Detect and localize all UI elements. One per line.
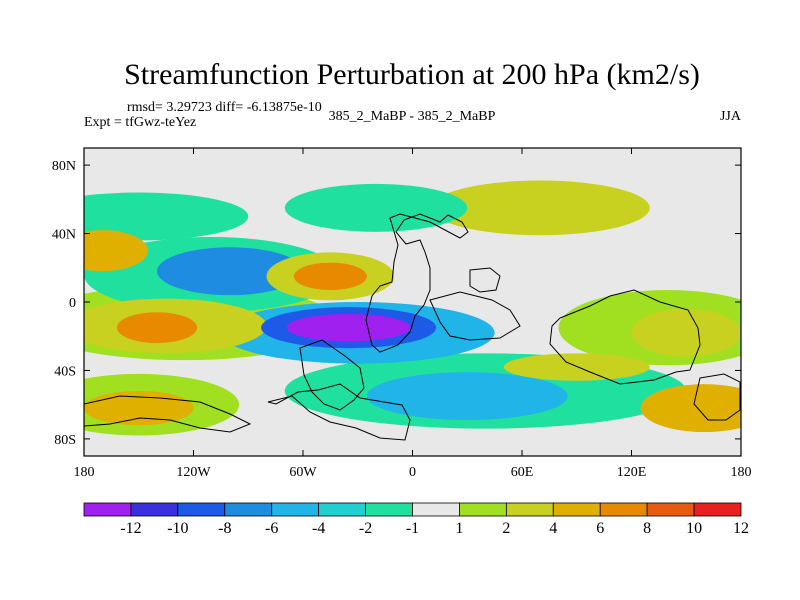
colorbar-label-0: -12 <box>120 520 141 537</box>
contour-blob-18 <box>84 230 148 272</box>
axes: 180 120W 60W 0 60E 120E 180 80N 40N 0 40S 80S <box>52 148 752 480</box>
contour-blob-9 <box>366 372 568 421</box>
colorbar-swatch-8 <box>459 502 507 517</box>
x-tick-label-0: 180 <box>74 465 95 480</box>
contour-blob-19 <box>286 313 411 342</box>
contour-blob-8 <box>84 192 249 241</box>
colorbar-swatch-10 <box>552 502 601 517</box>
contour-blob-12 <box>157 247 303 296</box>
contour-blob-10 <box>284 183 468 232</box>
colorbar-swatch-3 <box>224 502 273 517</box>
colorbar-swatch-4 <box>271 502 320 517</box>
colorbar-label-7: 1 <box>455 520 463 537</box>
colorbar-label-13: 12 <box>733 520 749 537</box>
colorbar-label-2: -8 <box>218 520 231 537</box>
colorbar-label-4: -4 <box>312 520 325 537</box>
colorbar-swatch-9 <box>505 502 554 517</box>
contour-blob-15 <box>631 308 741 357</box>
colorbar-label-9: 4 <box>549 520 557 537</box>
colorbar-label-3: -6 <box>265 520 278 537</box>
contour-blob-20 <box>116 312 198 344</box>
colorbar-label-10: 6 <box>596 520 604 537</box>
colorbar-label-8: 2 <box>502 520 510 537</box>
season-label: JJA <box>720 109 742 124</box>
colorbar-label-12: 10 <box>686 520 702 537</box>
contour-blob-14 <box>640 384 741 433</box>
x-tick-label-4: 60E <box>511 465 534 480</box>
contour-blob-16 <box>503 353 650 381</box>
contour-blob-21 <box>293 262 367 291</box>
contour-blob-17 <box>84 390 194 426</box>
colorbar-swatch-6 <box>365 502 413 517</box>
colorbar-swatch-2 <box>177 502 226 517</box>
x-tick-label-3: 0 <box>409 465 416 480</box>
y-tick-label-0: 80N <box>52 159 76 174</box>
y-tick-label-4: 80S <box>54 433 76 448</box>
case-label: 385_2_MaBP - 385_2_MaBP <box>329 109 496 124</box>
y-tick-label-3: 40S <box>54 364 76 379</box>
contour-field <box>84 180 741 436</box>
experiment-label: Expt = tfGwz-teYez <box>84 115 196 130</box>
colorbar-label-6: -1 <box>406 520 419 537</box>
chart-title: Streamfunction Perturbation at 200 hPa (… <box>124 58 700 91</box>
colorbar-label-5: -2 <box>359 520 372 537</box>
colorbar-swatch-1 <box>130 502 179 517</box>
colorbar-swatch-11 <box>599 502 648 517</box>
colorbar-label-11: 8 <box>643 520 651 537</box>
colorbar-swatch-12 <box>646 502 695 517</box>
colorbar-swatch-13 <box>693 502 742 517</box>
stats-text: rmsd= 3.29723 diff= -6.13875e-10 <box>127 100 322 115</box>
coastlines <box>84 213 741 441</box>
colorbar-swatch-5 <box>318 502 366 517</box>
colorbar-swatch-7 <box>412 502 460 517</box>
colorbar-label-1: -10 <box>167 520 188 537</box>
y-tick-label-2: 0 <box>69 296 76 311</box>
y-tick-label-1: 40N <box>52 228 76 243</box>
x-tick-label-5: 120E <box>617 465 647 480</box>
x-tick-label-2: 60W <box>289 465 317 480</box>
x-tick-label-1: 120W <box>176 465 211 480</box>
colorbar: -12 -10 -8 -6 -4 -2 -1 1 2 4 6 8 10 12 <box>83 502 749 537</box>
colorbar-swatch-0 <box>83 502 132 517</box>
x-tick-label-6: 180 <box>731 465 752 480</box>
contour-blob-6 <box>430 180 650 236</box>
